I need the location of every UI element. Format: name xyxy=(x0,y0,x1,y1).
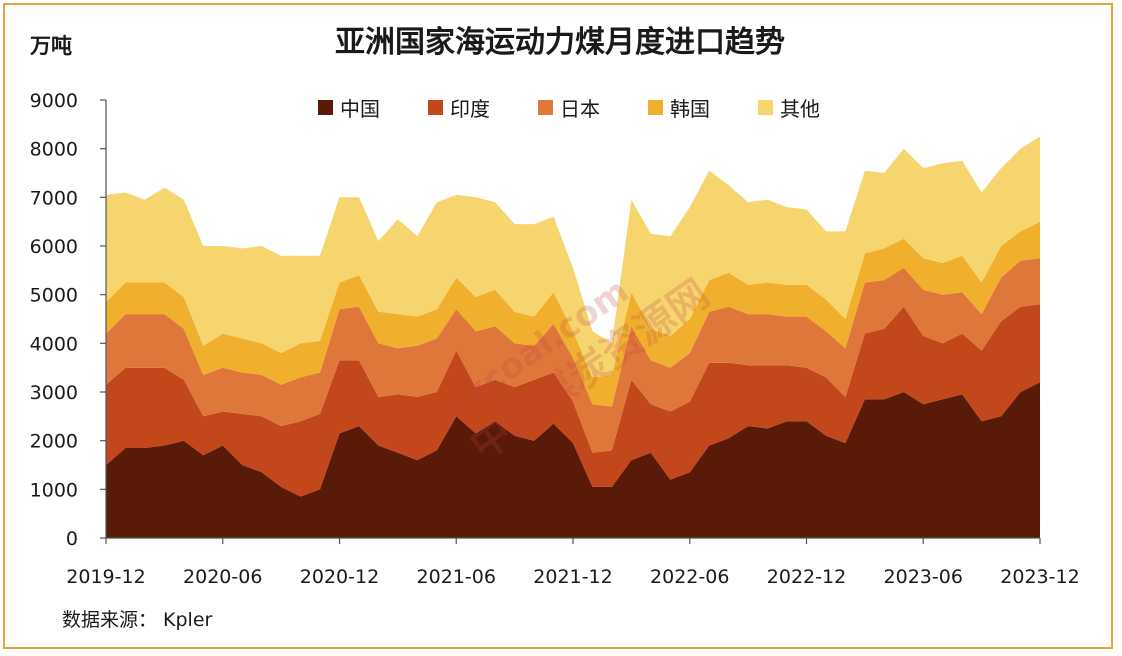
legend-label-1: 印度 xyxy=(450,97,490,121)
y-tick-label-0: 0 xyxy=(66,528,78,550)
legend-swatch-0 xyxy=(318,100,333,115)
series-areas xyxy=(106,136,1040,538)
legend-label-2: 日本 xyxy=(560,97,600,121)
y-tick-label-4: 4000 xyxy=(30,333,78,355)
y-tick-label-3: 3000 xyxy=(30,382,78,404)
area-series-2 xyxy=(106,258,1040,453)
x-tick-label-7: 2023-06 xyxy=(884,566,963,588)
x-tick-label-8: 2023-12 xyxy=(1000,566,1079,588)
x-tick-label-6: 2022-12 xyxy=(767,566,846,588)
area-series-3 xyxy=(106,221,1040,407)
area-series-0 xyxy=(106,382,1040,538)
legend-swatch-1 xyxy=(428,100,443,115)
area-series-1 xyxy=(106,304,1040,497)
x-tick-label-2: 2020-12 xyxy=(300,566,379,588)
x-tick-label-3: 2021-06 xyxy=(417,566,496,588)
y-tick-label-2: 2000 xyxy=(30,431,78,453)
legend-label-3: 韩国 xyxy=(670,97,710,121)
legend-label-0: 中国 xyxy=(340,97,380,121)
y-axis-ticks: 0 1000 2000 3000 4000 5000 6000 7000 8000 9000 xyxy=(30,90,106,550)
source-note: 数据来源： Kpler xyxy=(62,609,213,631)
x-tick-label-4: 2021-12 xyxy=(533,566,612,588)
y-tick-label-9: 9000 xyxy=(30,90,78,112)
legend-swatch-2 xyxy=(538,100,553,115)
legend-swatch-3 xyxy=(648,100,663,115)
x-axis-ticks: 2019-12 2020-06 2020-12 2021-06 2021-12 2022-… xyxy=(66,538,1080,588)
x-tick-label-5: 2022-06 xyxy=(650,566,729,588)
legend: 中国 印度 日本 韩国 其他 xyxy=(318,97,820,121)
area-series-4 xyxy=(106,136,1040,378)
x-tick-label-1: 2020-06 xyxy=(183,566,262,588)
y-tick-label-7: 7000 xyxy=(30,187,78,209)
legend-label-4: 其他 xyxy=(780,97,820,121)
y-tick-label-8: 8000 xyxy=(30,139,78,161)
legend-swatch-4 xyxy=(758,100,773,115)
y-tick-label-1: 1000 xyxy=(30,479,78,501)
x-tick-label-0: 2019-12 xyxy=(66,566,145,588)
y-tick-label-6: 6000 xyxy=(30,236,78,258)
unit-label: 万吨 xyxy=(29,34,72,58)
chart-title: 亚洲国家海运动力煤月度进口趋势 xyxy=(335,25,785,60)
y-tick-label-5: 5000 xyxy=(30,285,78,307)
